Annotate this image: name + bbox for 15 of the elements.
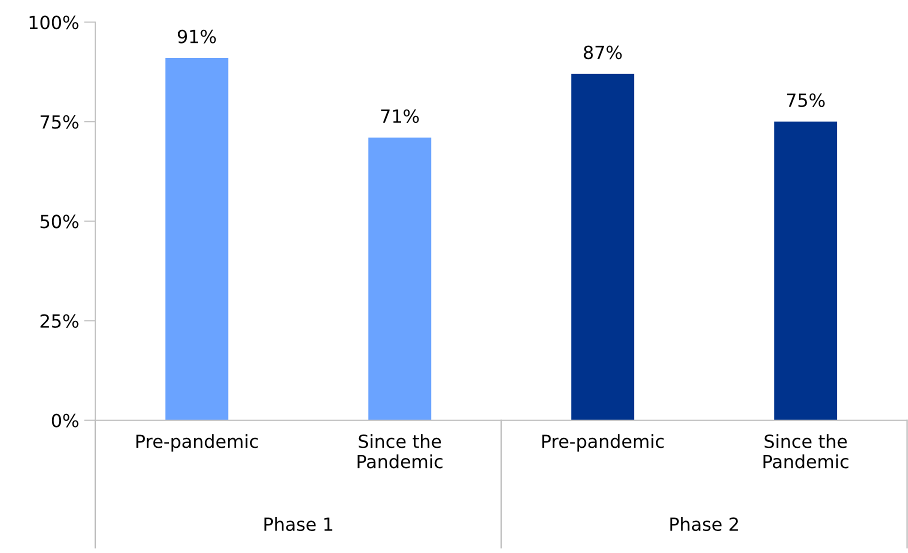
y-tick-label: 75% bbox=[40, 115, 78, 129]
y-tick-label: 25% bbox=[40, 314, 78, 328]
y-tick-label: 100% bbox=[30, 16, 78, 30]
x-tick-label: Since the Pandemic bbox=[764, 434, 848, 468]
data-label: 91% bbox=[178, 30, 216, 44]
x-tick-label: Pre-pandemic bbox=[542, 434, 664, 452]
data-label: 87% bbox=[584, 46, 622, 60]
data-label: 71% bbox=[381, 109, 419, 123]
y-tick-label: 0% bbox=[52, 414, 78, 428]
data-label: 75% bbox=[787, 93, 825, 108]
x-tick-label: Since the Pandemic bbox=[358, 434, 442, 468]
y-tick-label: 50% bbox=[40, 214, 78, 228]
text: Phase 2 bbox=[670, 517, 738, 532]
text: Phase 1 bbox=[264, 517, 332, 532]
x-tick-label: Pre-pandemic bbox=[136, 434, 258, 452]
